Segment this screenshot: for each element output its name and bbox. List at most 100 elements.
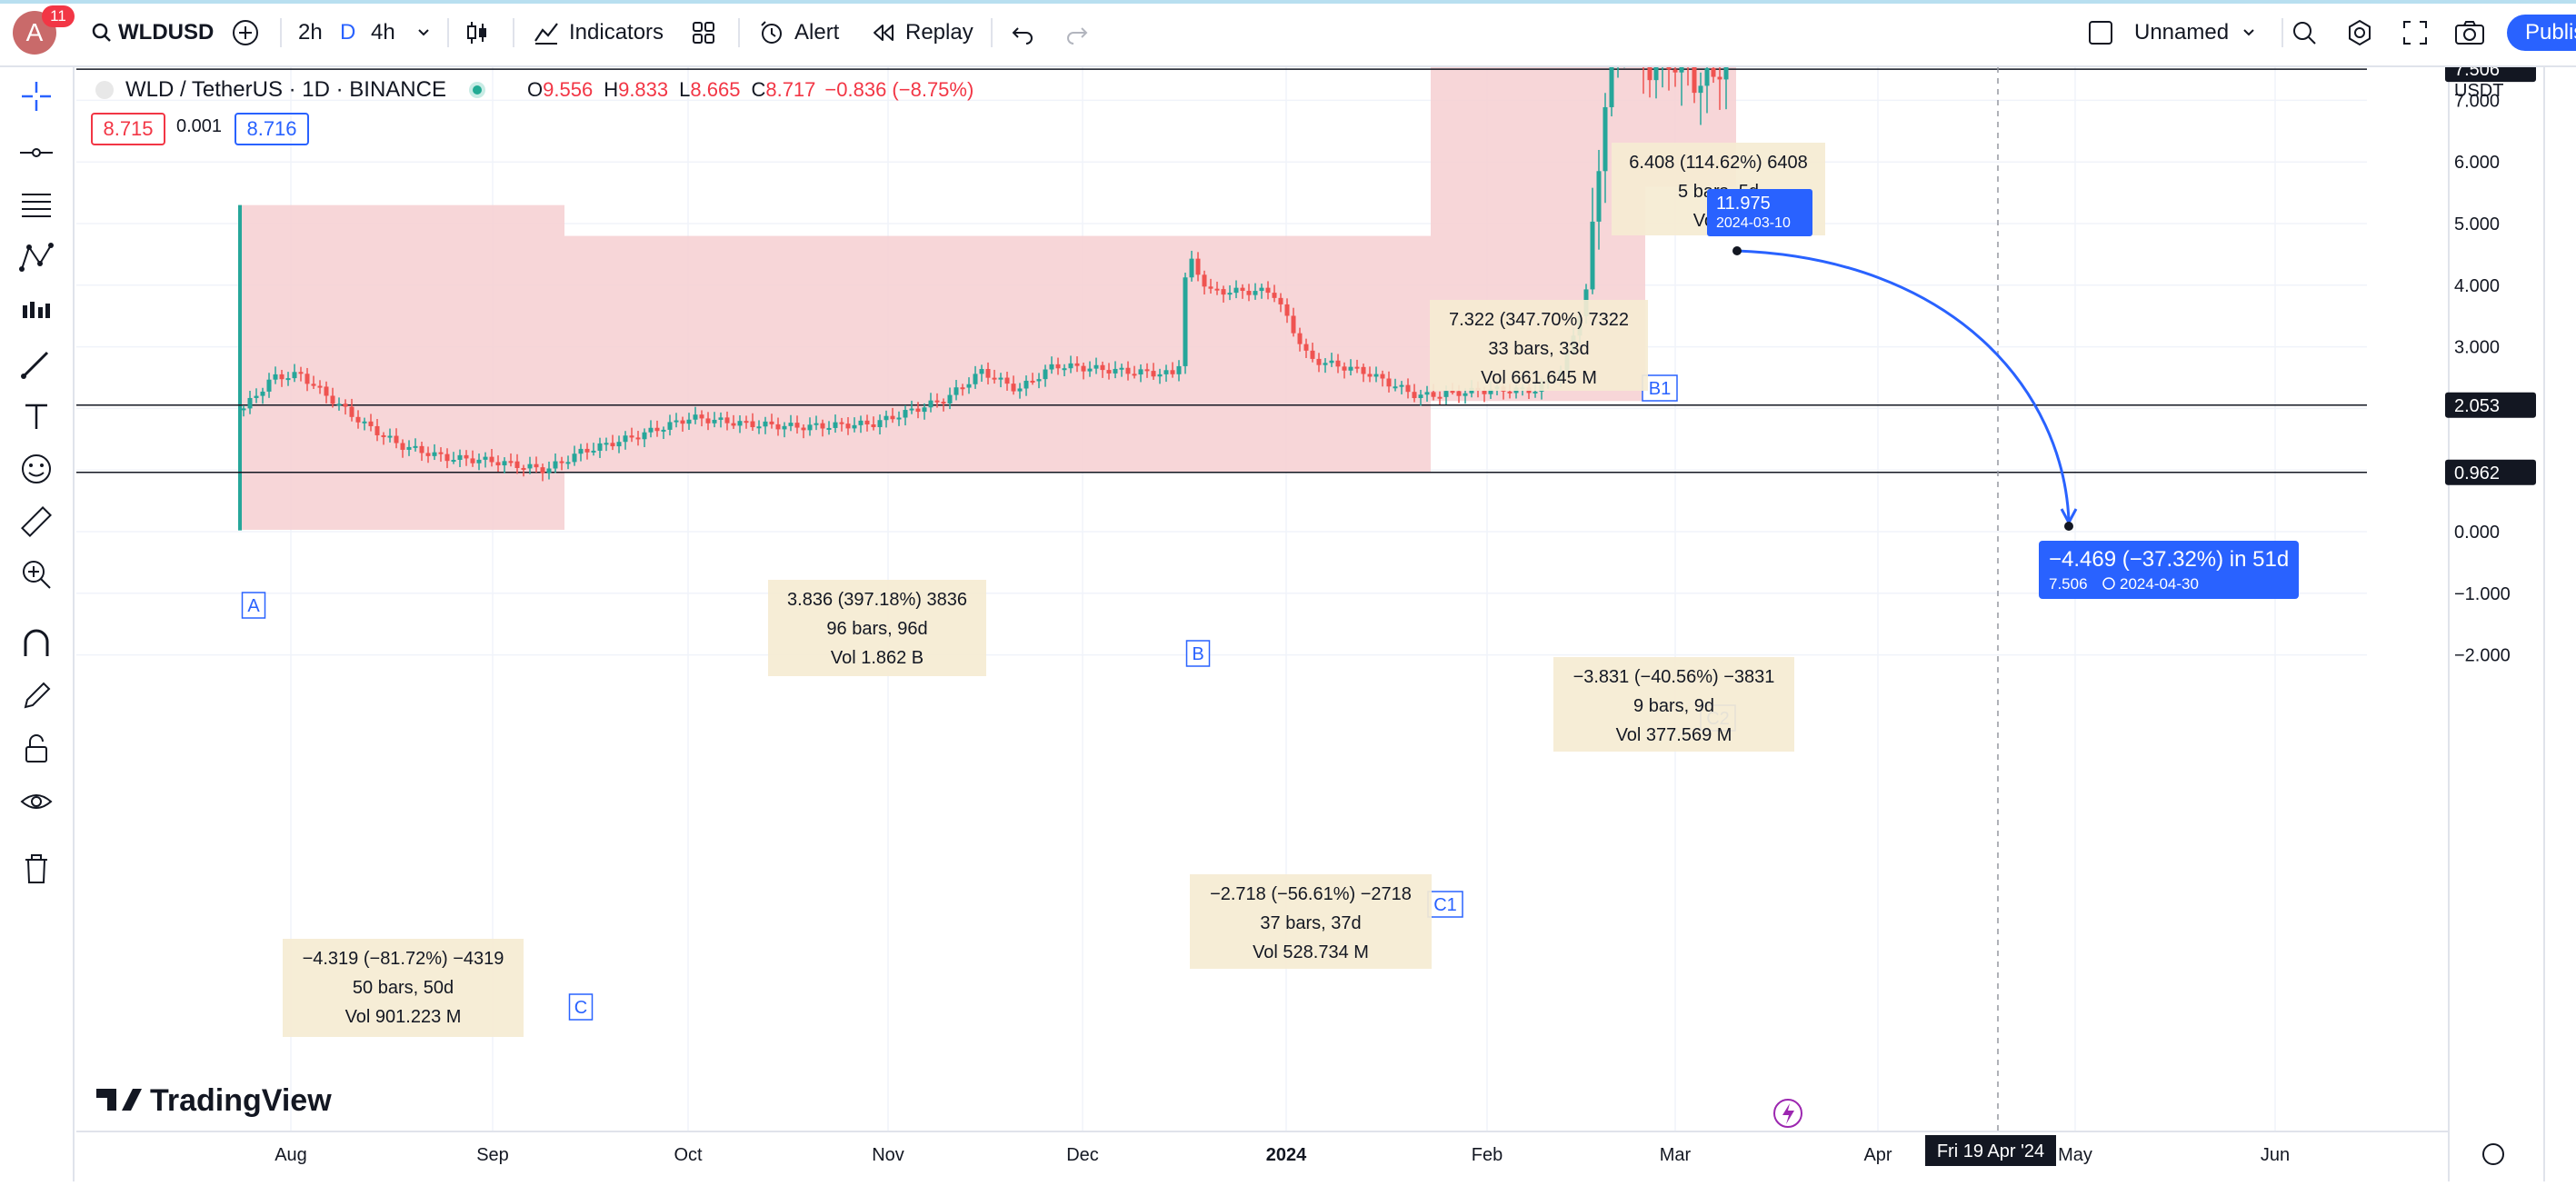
candle-body xyxy=(521,467,526,470)
templates-button[interactable] xyxy=(691,16,716,49)
lock-drawings-tool[interactable] xyxy=(16,729,56,769)
interval-2h[interactable]: 2h xyxy=(298,20,323,45)
undo-button[interactable] xyxy=(1011,16,1034,49)
candle-body xyxy=(464,454,469,459)
projection-start-point[interactable] xyxy=(1732,246,1742,255)
candle-body xyxy=(718,417,724,420)
emoji-tool[interactable] xyxy=(16,449,56,489)
forecast-tool[interactable] xyxy=(16,291,56,331)
fib-tool[interactable] xyxy=(16,185,56,225)
settings-button[interactable] xyxy=(2345,16,2374,49)
candle-body xyxy=(495,462,501,466)
candles-icon xyxy=(467,22,486,44)
candle-body xyxy=(1424,392,1430,395)
right-widget-bar xyxy=(2543,67,2576,1181)
stats-box xyxy=(283,939,524,1037)
candle-body xyxy=(1297,333,1303,344)
fullscreen-icon xyxy=(2403,21,2427,45)
candle-body xyxy=(1036,379,1042,382)
measure-tool[interactable] xyxy=(16,502,56,542)
indicators-button[interactable]: Indicators xyxy=(533,16,664,49)
candle-body xyxy=(954,387,959,395)
hide-drawings-tool[interactable] xyxy=(16,782,56,822)
trend-line-tool[interactable] xyxy=(16,133,56,173)
candle-body xyxy=(1055,364,1061,369)
candle-body xyxy=(1017,388,1023,392)
zoom-tool[interactable] xyxy=(16,554,56,594)
search-sparkle-icon xyxy=(2293,22,2316,45)
candle-body xyxy=(1603,106,1608,172)
symbol-search[interactable]: WLDUSD xyxy=(91,16,214,49)
search-icon xyxy=(92,23,111,42)
layout-button[interactable]: Unnamed xyxy=(2087,16,2256,49)
candle-body xyxy=(992,377,997,380)
pencil-lock-icon xyxy=(24,682,51,709)
time-tick-label: Mar xyxy=(1660,1145,1692,1165)
symbol-label: WLDUSD xyxy=(118,20,215,45)
projection-end-point[interactable] xyxy=(2064,522,2073,531)
compare-symbol-button[interactable] xyxy=(231,16,260,49)
axis-settings-icon[interactable] xyxy=(2482,1143,2504,1165)
candle-body xyxy=(1221,289,1226,295)
candle-body xyxy=(1113,368,1118,374)
point-label: B1 xyxy=(1649,379,1671,399)
candle-body xyxy=(285,378,291,381)
remove-drawings-tool[interactable] xyxy=(16,849,56,889)
interval-1d[interactable]: D xyxy=(340,20,356,45)
pattern-tool[interactable] xyxy=(16,238,56,278)
candle-body xyxy=(1647,59,1652,81)
stay-drawing-tool[interactable] xyxy=(16,676,56,716)
brush-tool[interactable] xyxy=(16,344,56,384)
candle-body xyxy=(1418,394,1423,399)
price-tick-label: −1.000 xyxy=(2454,584,2511,604)
candle-body xyxy=(254,395,259,398)
redo-button[interactable] xyxy=(1065,16,1089,49)
chart-type-button[interactable] xyxy=(464,16,491,49)
redo-icon xyxy=(1067,27,1088,45)
candle-body xyxy=(355,416,361,423)
candle-body xyxy=(419,445,424,453)
lightning-event-icon[interactable] xyxy=(1773,1099,1802,1128)
candle-body xyxy=(1170,370,1175,374)
candle-body xyxy=(1386,378,1392,387)
fullscreen-button[interactable] xyxy=(2401,16,2429,49)
alert-button[interactable]: Alert xyxy=(758,16,839,49)
magnet-tool[interactable] xyxy=(16,623,56,663)
candle-body xyxy=(604,443,609,445)
candle-body xyxy=(1163,370,1169,374)
candle-body xyxy=(1672,69,1678,73)
interval-4h[interactable]: 4h xyxy=(371,20,395,45)
rewind-icon xyxy=(874,25,894,41)
sell-price-button[interactable]: 8.715 xyxy=(91,113,165,145)
crosshair-tool[interactable] xyxy=(16,76,56,116)
buy-price-button[interactable]: 8.716 xyxy=(235,113,309,145)
candle-body xyxy=(1679,50,1684,73)
publish-button[interactable]: Publis xyxy=(2507,15,2576,51)
replay-button[interactable]: Replay xyxy=(871,16,973,49)
point-label-box xyxy=(241,592,266,619)
stats-line1: 3.836 (397.18%) 3836 xyxy=(787,590,967,610)
range-box xyxy=(239,204,564,530)
candle-body xyxy=(292,372,297,379)
candle-body xyxy=(1278,297,1283,304)
candle-body xyxy=(1183,277,1188,366)
text-tool[interactable] xyxy=(16,396,56,436)
candle-body xyxy=(871,424,876,427)
candle-body xyxy=(1698,85,1703,94)
candle-body xyxy=(317,385,323,388)
candle-body xyxy=(527,463,533,469)
interval-dropdown[interactable] xyxy=(416,16,431,49)
snapshot-button[interactable] xyxy=(2454,16,2485,49)
high-marker-tag xyxy=(1707,189,1812,236)
candle-body xyxy=(1596,171,1602,222)
trash-icon xyxy=(25,854,47,883)
price-tick-label: 5.000 xyxy=(2454,214,2500,234)
point-label-box xyxy=(1642,374,1678,402)
candle-body xyxy=(1463,393,1468,396)
quick-search-button[interactable] xyxy=(2291,16,2318,49)
magnet-icon xyxy=(24,629,49,656)
candle-body xyxy=(1393,386,1398,389)
symbol-logo-icon xyxy=(95,81,114,99)
